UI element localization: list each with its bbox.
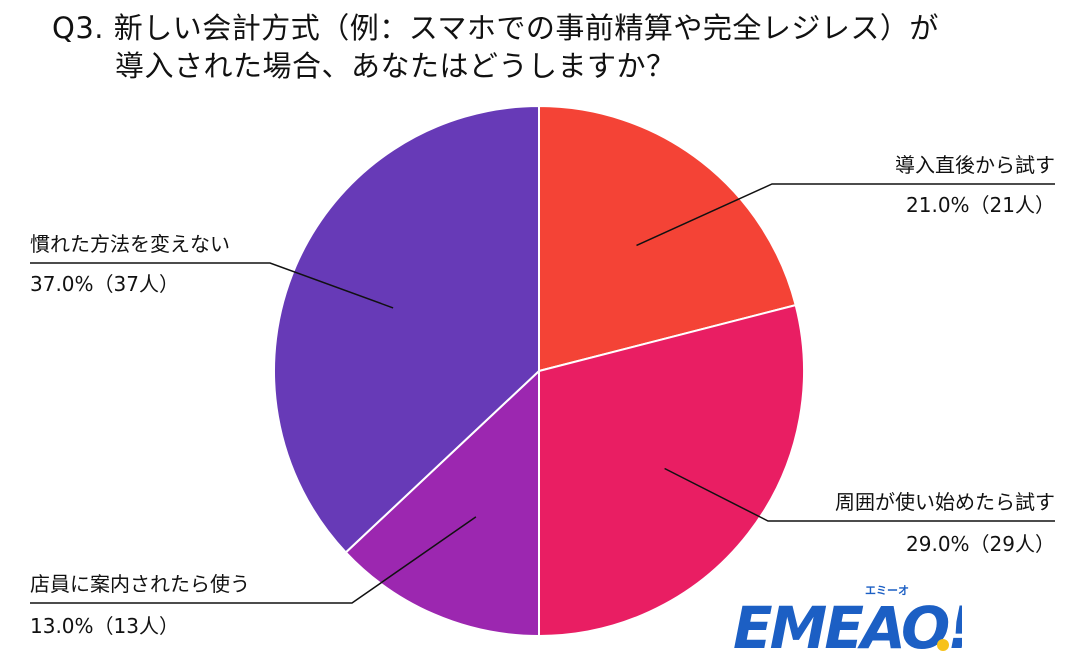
pie-slice-1 <box>538 104 797 373</box>
slice-value-1: 21.0%（21人） <box>906 193 1055 217</box>
leader-line-3 <box>30 516 477 604</box>
pie-labels: 導入直後から試す 21.0%（21人） 周囲が使い始めたら試す 29.0%（29人） 店… <box>30 153 1055 638</box>
chart-title-line-2: 導入された場合、あなたはどうしますか？ <box>115 49 676 83</box>
logo-dot <box>937 639 949 651</box>
leader-line-2 <box>664 467 1055 522</box>
slice-label-4: 慣れた方法を変えない <box>30 232 230 256</box>
pie-slice-2 <box>538 303 805 638</box>
leader-line-1 <box>636 183 1055 247</box>
logo-text: EMEAO! <box>733 594 962 658</box>
chart-title-line-1: Q3. 新しい会計方式（例：スマホでの事前精算や完全レジレス）が <box>52 11 939 45</box>
leader-line-4 <box>30 262 394 309</box>
pie-slice-3 <box>344 368 540 638</box>
slice-value-4: 37.0%（37人） <box>30 272 179 296</box>
slice-label-1: 導入直後から試す <box>895 153 1055 177</box>
logo-graphic: エミーオ EMEAO! <box>733 584 974 662</box>
pie-slice-4 <box>273 104 540 554</box>
emeao-logo: エミーオ EMEAO! <box>727 578 974 662</box>
slice-label-3: 店員に案内されたら使う <box>30 572 250 596</box>
logo-kana: エミーオ <box>865 584 909 597</box>
slice-value-3: 13.0%（13人） <box>30 614 179 638</box>
slice-label-2: 周囲が使い始めたら試す <box>835 490 1055 514</box>
pie-slices <box>273 104 805 638</box>
slice-value-2: 29.0%（29人） <box>906 532 1055 556</box>
